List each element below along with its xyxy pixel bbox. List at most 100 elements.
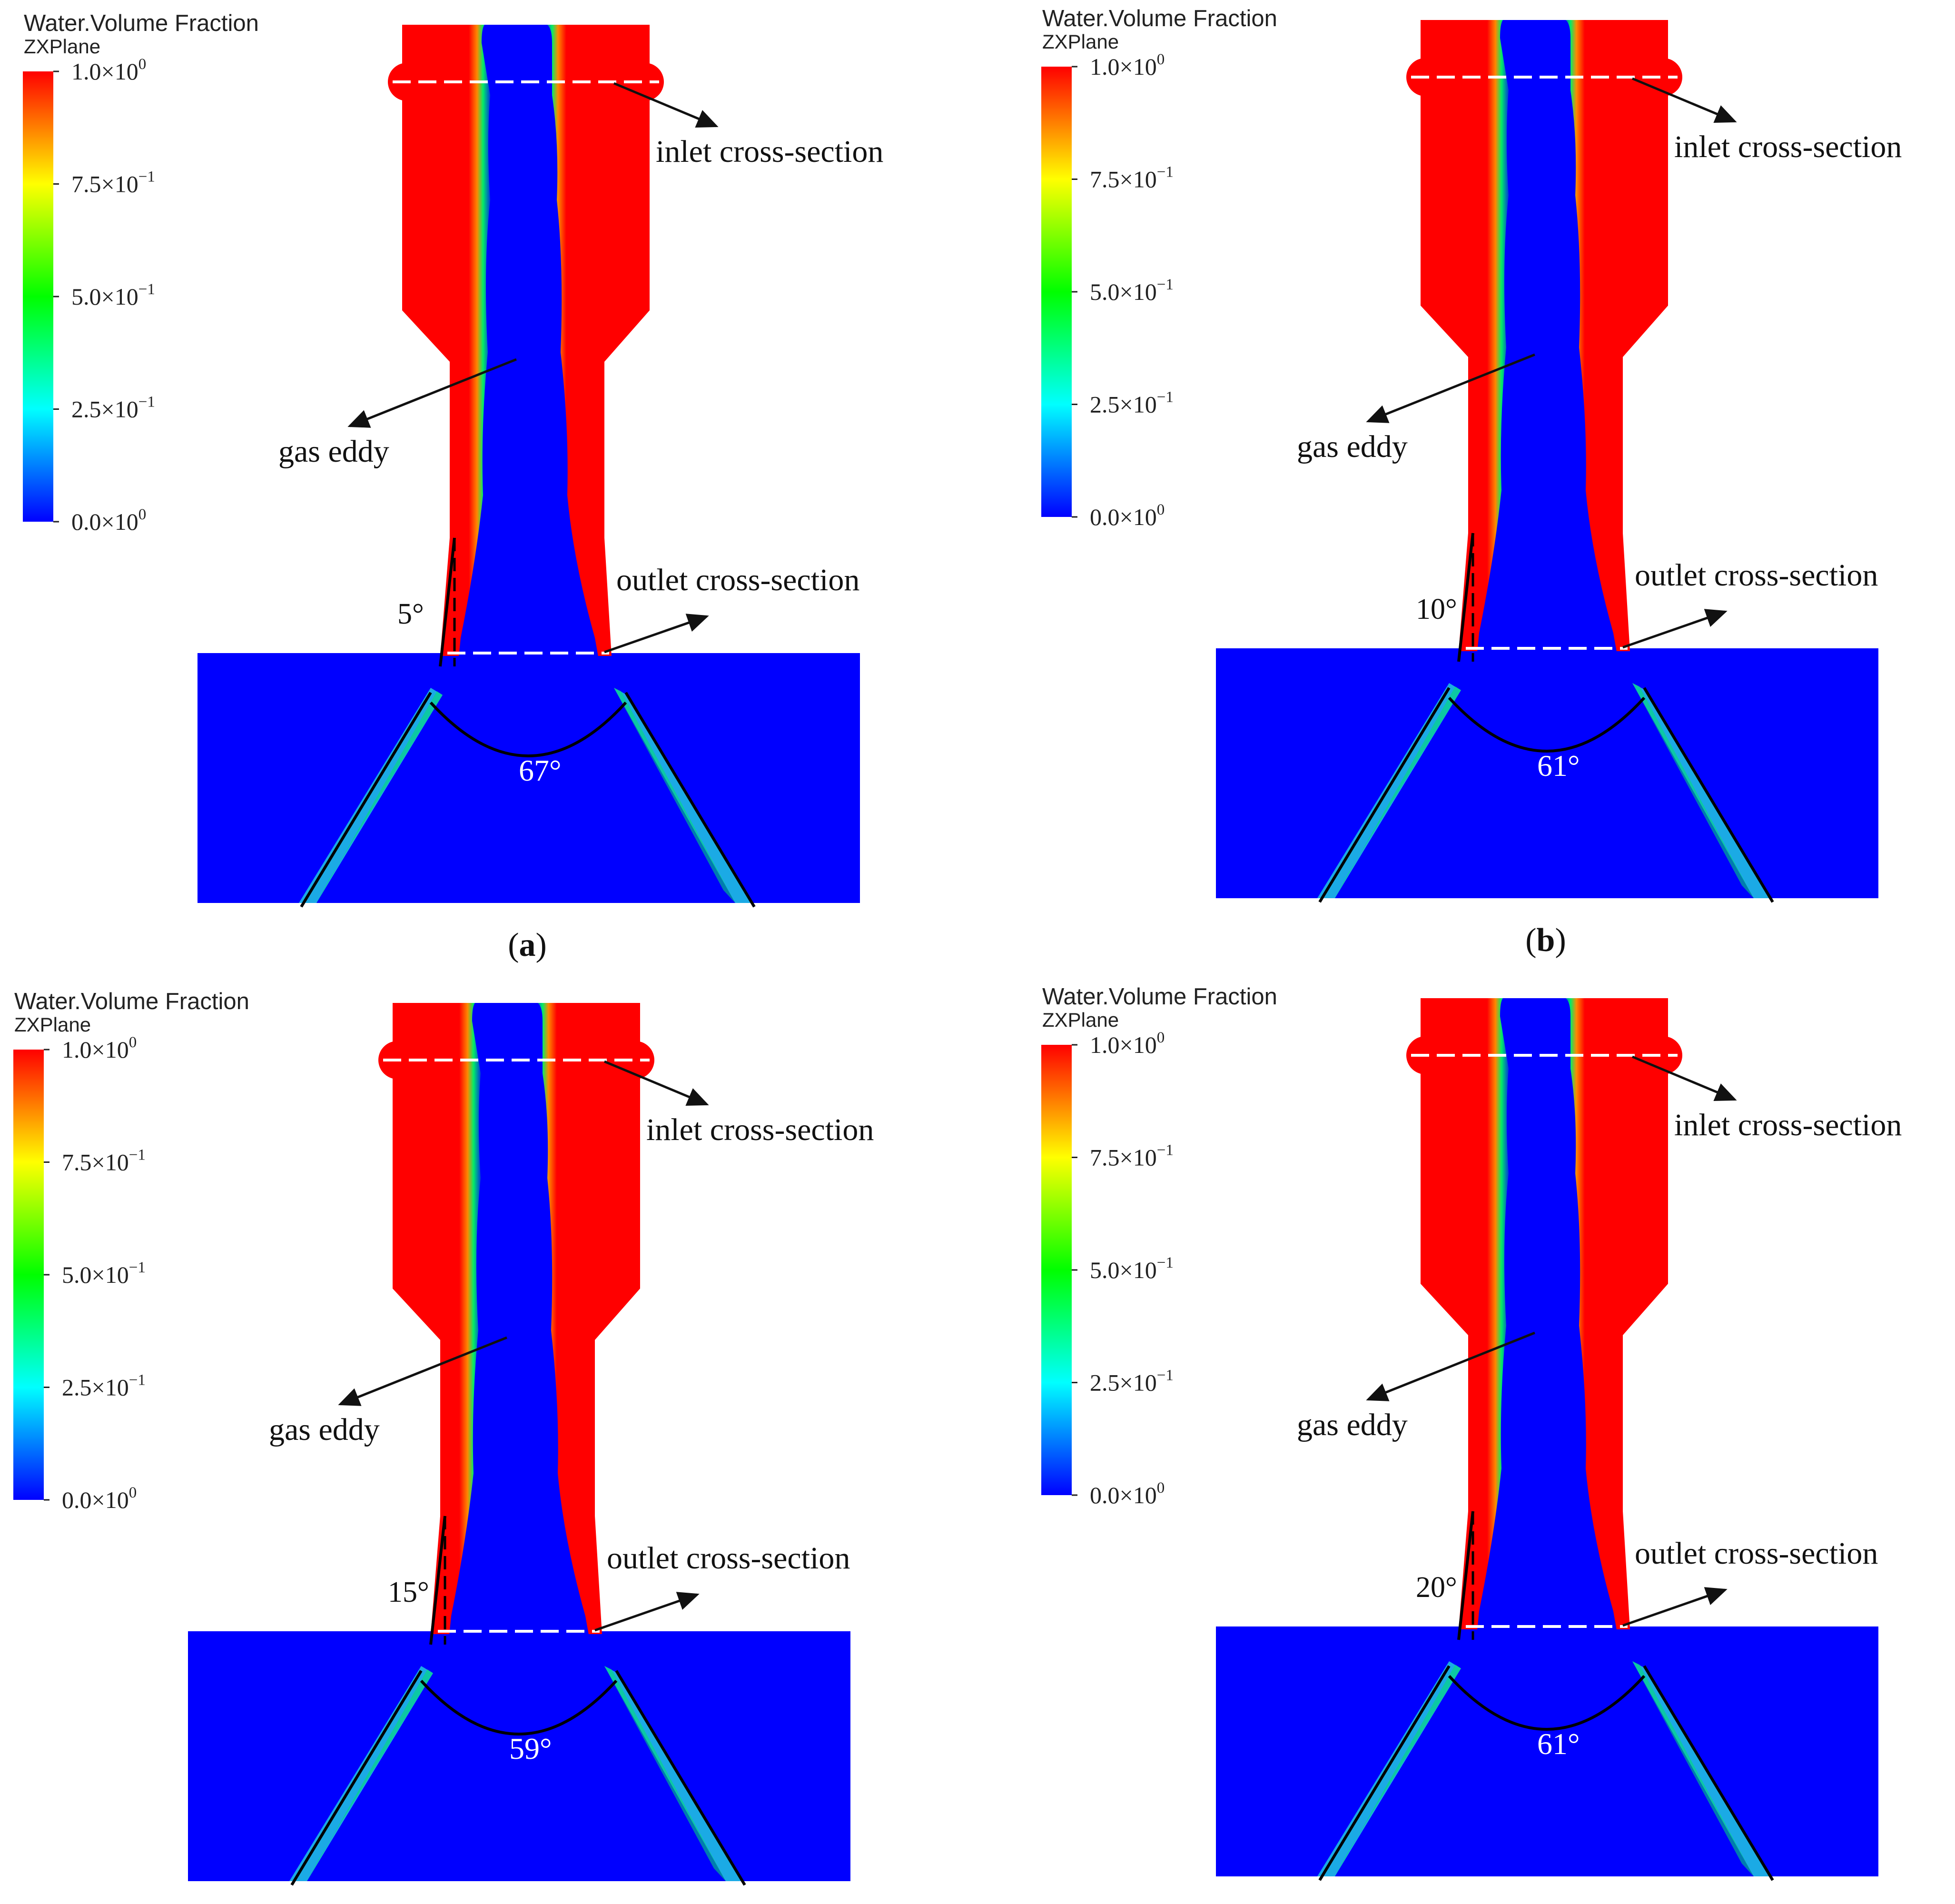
inlet-arrow [1632,77,1737,123]
spray-edge-left [1318,1665,1451,1881]
colorbar-tick-label: 5.0×10−1 [62,1259,146,1288]
colorbar [23,71,53,522]
outer-chamber [188,1631,850,1881]
legend-plane-name: ZXPlane [1042,1009,1119,1031]
inlet-label: inlet cross-section [646,1112,874,1147]
wall-angle-line [429,1516,446,1645]
spray-edge-left [300,692,432,908]
colorbar-tick-label: 2.5×10−1 [1090,389,1174,418]
colorbar-tick-label: 2.5×10−1 [1090,1367,1174,1396]
spray-angle-label: 59° [509,1732,552,1765]
outlet-arrow [594,1592,700,1632]
legend-plane-name: ZXPlane [24,35,100,58]
outlet-label: outlet cross-section [616,563,859,597]
gas-eddy-label: gas eddy [1297,1408,1408,1442]
wall-angle-label: 5° [397,598,424,630]
outer-chamber [197,653,860,903]
spray-edge-right [615,1670,746,1886]
inlet-label: inlet cross-section [1674,129,1902,164]
outlet-arrow [1622,609,1728,649]
colorbar-tick-label: 0.0×100 [71,506,146,535]
gas-eddy-label: gas eddy [269,1412,380,1447]
colorbar-ticks: 1.0×100 7.5×10−1 5.0×10−1 2.5×10−1 0.0×100 [1072,51,1174,530]
panel-b: Water.Volume Fraction ZXPlane 1.0×100 7.5… [1041,6,1902,959]
gas-core [1474,998,1622,1659]
colorbar-tick-label: 5.0×10−1 [1090,1254,1174,1283]
colorbar [13,1050,44,1500]
wall-angle-label: 20° [1416,1571,1457,1604]
outlet-label: outlet cross-section [1635,558,1878,593]
panel-label: (a) [508,927,547,963]
gas-core [446,1003,594,1664]
panel-label: (b) [1525,922,1566,959]
inlet-arrow [613,82,719,128]
colorbar-tick-label: 7.5×10−1 [62,1147,146,1176]
colorbar-tick-label: 5.0×10−1 [71,281,155,310]
inlet-label: inlet cross-section [656,134,883,169]
spray-angle-arc [1448,696,1646,753]
colorbar [1041,1045,1072,1495]
wall-angle-line [439,537,456,667]
colorbar-tick-label: 5.0×10−1 [1090,276,1174,305]
wall-angle-label: 10° [1416,593,1457,625]
spray-edge-right [624,692,756,908]
spray-angle-arc [1448,1675,1646,1731]
colorbar-tick-label: 0.0×100 [62,1484,137,1513]
gas-eddy-arrow [1366,353,1535,423]
spray-edge-left [290,1670,423,1886]
outer-chamber [1216,1626,1878,1876]
gas-core [1474,20,1622,681]
spray-angle-label: 67° [519,754,562,787]
gas-eddy-label: gas eddy [278,434,389,469]
colorbar-ticks: 1.0×100 7.5×10−1 5.0×10−1 2.5×10−1 0.0×100 [1072,1029,1174,1508]
spray-angle-arc [429,701,627,757]
panel-d: Water.Volume Fraction ZXPlane 1.0×100 7.5… [1041,984,1902,1904]
legend-title: Water.Volume Fraction [14,989,249,1014]
colorbar [1041,67,1072,517]
gas-eddy-arrow [1366,1331,1535,1401]
outlet-label: outlet cross-section [607,1541,850,1576]
colorbar-tick-label: 2.5×10−1 [62,1372,146,1401]
colorbar-tick-label: 1.0×100 [1090,1029,1165,1058]
colorbar-tick-label: 7.5×10−1 [71,169,155,198]
legend-plane-name: ZXPlane [14,1013,91,1036]
inlet-arrow [604,1060,709,1106]
legend-plane-name: ZXPlane [1042,30,1119,53]
spray-angle-label: 61° [1537,1727,1580,1761]
legend-title: Water.Volume Fraction [1042,6,1277,31]
gas-eddy-arrow [347,358,517,428]
spray-angle-arc [420,1679,618,1735]
spray-edge-left [1318,687,1451,903]
legend-title: Water.Volume Fraction [1042,984,1277,1010]
wall-angle-line [1457,533,1474,662]
colorbar-tick-label: 7.5×10−1 [1090,164,1174,193]
legend-title: Water.Volume Fraction [24,10,259,36]
colorbar-tick-label: 1.0×100 [71,56,146,85]
gas-core [456,25,603,685]
outlet-arrow [604,614,709,654]
outer-chamber [1216,648,1878,898]
panel-a: Water.Volume Fraction ZXPlane 1.0×100 7.5… [23,10,883,963]
colorbar-tick-label: 1.0×100 [62,1034,137,1063]
colorbar-ticks: 1.0×100 7.5×10−1 5.0×10−1 2.5×10−1 0.0×100 [53,56,155,535]
spray-jets [299,688,752,903]
spray-angle-label: 61° [1537,749,1580,783]
outlet-label: outlet cross-section [1635,1536,1878,1571]
gas-eddy-label: gas eddy [1297,429,1408,464]
colorbar-tick-label: 2.5×10−1 [71,394,155,423]
gas-eddy-arrow [338,1336,507,1406]
colorbar-tick-label: 1.0×100 [1090,51,1165,80]
wall-angle-line [1457,1511,1474,1640]
colorbar-tick-label: 7.5×10−1 [1090,1142,1174,1171]
colorbar-tick-label: 0.0×100 [1090,501,1165,530]
wall-angle-label: 15° [388,1576,429,1608]
panel-label: (d) [1525,1900,1566,1904]
spray-edge-right [1643,1665,1774,1881]
inlet-label: inlet cross-section [1674,1108,1902,1142]
panel-c: Water.Volume Fraction ZXPlane 1.0×100 7.5… [13,989,874,1886]
colorbar-tick-label: 0.0×100 [1090,1479,1165,1508]
inlet-arrow [1632,1055,1737,1101]
spray-edge-right [1643,687,1774,903]
colorbar-ticks: 1.0×100 7.5×10−1 5.0×10−1 2.5×10−1 0.0×100 [44,1034,146,1513]
